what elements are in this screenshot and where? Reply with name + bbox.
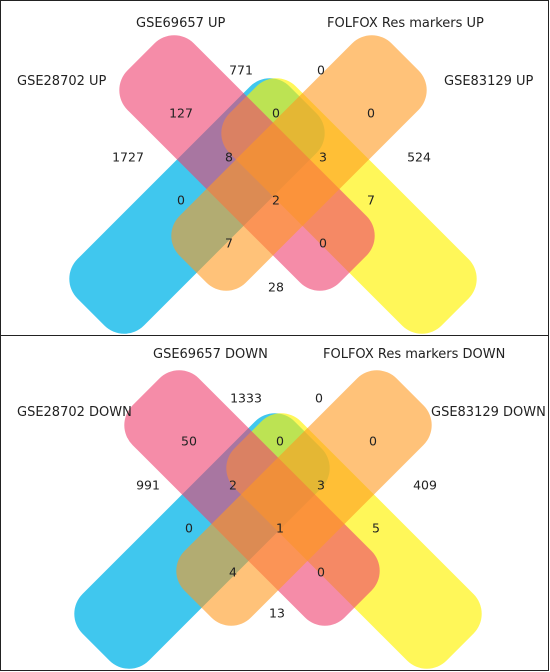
count-set1-set2-set3: 2 bbox=[229, 478, 237, 493]
count-only-set4: 409 bbox=[413, 478, 437, 493]
count-set2-set3: 0 bbox=[276, 434, 284, 449]
set3-label: FOLFOX Res markers DOWN bbox=[323, 347, 505, 362]
set4-label: GSE83129 DOWN bbox=[431, 405, 546, 420]
count-only-set3: 0 bbox=[315, 391, 323, 406]
set1-label: GSE28702 DOWN bbox=[17, 405, 132, 420]
set2-label: GSE69657 DOWN bbox=[153, 347, 268, 362]
count-all-sets: 2 bbox=[272, 193, 280, 208]
set1-label: GSE28702 UP bbox=[17, 74, 107, 89]
count-set1-set2: 127 bbox=[169, 106, 193, 121]
count-set2-set3: 0 bbox=[272, 106, 280, 121]
count-only-set1: 991 bbox=[136, 478, 160, 493]
count-set1-set3-set4: 7 bbox=[225, 236, 233, 251]
count-only-set3: 0 bbox=[317, 63, 325, 78]
count-set1-set2-set3: 8 bbox=[225, 150, 233, 165]
venn-panel-down: GSE28702 DOWN GSE69657 DOWN FOLFOX Res m… bbox=[0, 335, 549, 671]
count-set1-set4: 13 bbox=[269, 606, 285, 621]
count-set2-set3-set4: 3 bbox=[317, 478, 325, 493]
set3-ellipse bbox=[176, 370, 432, 626]
set4-label: GSE83129 UP bbox=[444, 74, 534, 89]
venn-panel-up: GSE28702 UP GSE69657 UP FOLFOX Res marke… bbox=[0, 0, 549, 336]
count-set1-set4: 28 bbox=[268, 280, 284, 295]
set2-label: GSE69657 UP bbox=[136, 16, 226, 31]
venn-diagram-up: GSE28702 UP GSE69657 UP FOLFOX Res marke… bbox=[17, 16, 534, 334]
count-set3-set4: 0 bbox=[369, 434, 377, 449]
count-only-set4: 524 bbox=[407, 150, 431, 165]
venn-diagram-down: GSE28702 DOWN GSE69657 DOWN FOLFOX Res m… bbox=[17, 347, 546, 669]
set3-ellipse bbox=[171, 35, 427, 291]
set3-label: FOLFOX Res markers UP bbox=[327, 16, 484, 31]
count-set1-set2: 50 bbox=[181, 434, 197, 449]
count-set1-set2-set4: 0 bbox=[319, 236, 327, 251]
count-set2-set3-set4: 3 bbox=[319, 150, 327, 165]
count-only-set2: 771 bbox=[229, 63, 253, 78]
count-set1-set3: 0 bbox=[177, 193, 185, 208]
count-set2-set4: 7 bbox=[367, 193, 375, 208]
count-only-set2: 1333 bbox=[230, 391, 262, 406]
count-set3-set4: 0 bbox=[367, 106, 375, 121]
count-all-sets: 1 bbox=[276, 521, 284, 536]
count-set2-set4: 5 bbox=[372, 521, 380, 536]
count-set1-set2-set4: 0 bbox=[317, 565, 325, 580]
count-set1-set3-set4: 4 bbox=[229, 565, 237, 580]
count-set1-set3: 0 bbox=[185, 521, 193, 536]
count-only-set1: 1727 bbox=[112, 150, 144, 165]
